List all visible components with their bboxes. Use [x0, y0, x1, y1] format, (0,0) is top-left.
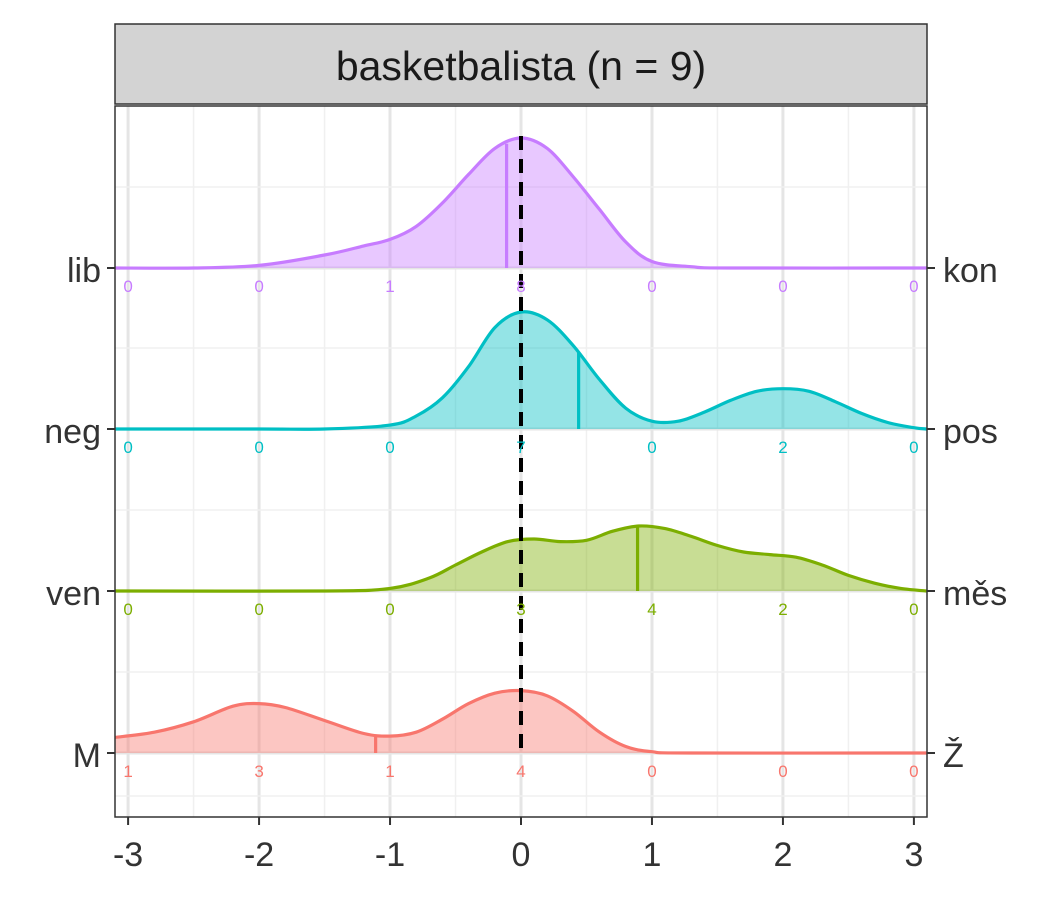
count-label: 0 [123, 277, 132, 296]
count-label: 0 [909, 277, 918, 296]
x-tick-label: -1 [375, 836, 405, 874]
x-tick-label: 2 [773, 836, 792, 874]
count-label: 0 [254, 600, 263, 619]
x-tick-label: 0 [512, 836, 531, 874]
y-label-right-měs: měs [943, 575, 1007, 613]
count-label: 0 [778, 762, 787, 781]
density-area-lib [115, 138, 927, 269]
density-curve-M [114, 688, 928, 755]
count-label: 0 [385, 600, 394, 619]
count-label: 0 [647, 277, 656, 296]
x-tick-label: -3 [113, 836, 143, 874]
y-label-right-pos: pos [943, 413, 998, 451]
count-label: 1 [385, 762, 394, 781]
x-tick-label: 3 [904, 836, 923, 874]
y-label-left-lib: lib [67, 252, 101, 290]
density-curve-ven [114, 524, 928, 593]
count-label: 2 [778, 438, 787, 457]
count-label: 0 [647, 762, 656, 781]
count-label: 3 [254, 762, 263, 781]
count-label: 0 [123, 438, 132, 457]
x-tick-label: 1 [643, 836, 662, 874]
facet-strip-background [114, 23, 928, 105]
count-label: 8 [516, 277, 525, 296]
x-tick-label: -2 [244, 836, 274, 874]
count-label: 0 [909, 438, 918, 457]
count-label: 0 [385, 438, 394, 457]
count-label: 1 [123, 762, 132, 781]
count-label: 0 [778, 277, 787, 296]
count-label: 0 [254, 277, 263, 296]
count-label: 0 [254, 438, 263, 457]
count-label: 1 [385, 277, 394, 296]
count-label: 2 [778, 600, 787, 619]
axes: lib kon neg pos ven měs M Ž -3 -2 -1 0 1 2 3 [44, 252, 1007, 874]
y-label-right-Ž: Ž [943, 737, 964, 775]
count-label: 4 [647, 600, 656, 619]
count-label: 7 [516, 438, 525, 457]
density-curve-neg [114, 310, 928, 431]
y-label-left-ven: ven [46, 575, 101, 613]
count-label: 0 [123, 600, 132, 619]
y-label-right-kon: kon [943, 252, 998, 290]
count-label: 4 [516, 762, 525, 781]
count-label: 0 [909, 762, 918, 781]
count-label: 0 [647, 438, 656, 457]
count-labels: 0 0 1 8 0 0 0 0 0 0 7 0 2 0 0 0 0 3 4 2 0 1 3 1 4 0 0 0 [123, 277, 918, 781]
chart-title: basketbalista (n = 9) [336, 43, 706, 89]
count-label: 3 [516, 600, 525, 619]
count-label: 0 [909, 600, 918, 619]
facet-strip: basketbalista (n = 9) [114, 23, 928, 105]
density-curve-lib [114, 136, 928, 270]
y-label-left-neg: neg [44, 413, 101, 451]
y-label-left-M: M [73, 737, 101, 775]
